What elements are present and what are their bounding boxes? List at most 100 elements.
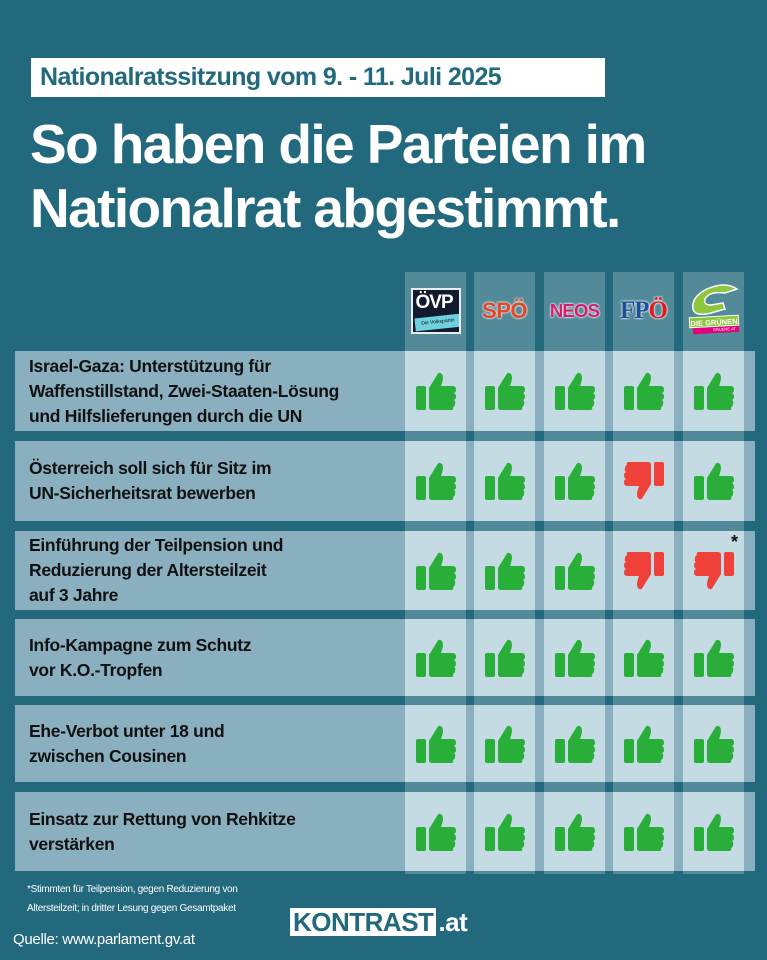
motion-title: Einführung der Teilpension und Reduzierun… — [29, 531, 399, 610]
thumbs-up-icon — [623, 724, 665, 764]
spoe-logo: SPÖ — [482, 298, 527, 323]
thumbs-up-icon — [554, 371, 596, 411]
vote-cell-neos — [544, 351, 605, 431]
neos-logo: NEOS — [549, 300, 600, 321]
headline: So haben die Parteien im Nationalrat abg… — [30, 112, 760, 240]
gruene-g-icon — [691, 284, 739, 316]
vote-cell-neos — [544, 531, 605, 610]
motion-title-line: verstärken — [29, 833, 115, 854]
thumbs-up-icon — [554, 551, 596, 591]
party-header-fpoe: FPÖ — [613, 272, 674, 350]
motion-title: Österreich soll sich für Sitz im UN-Siche… — [29, 441, 399, 521]
vote-cell-spoe — [474, 351, 535, 431]
footnote-line-2: Altersteilzeit; in dritter Lesung gegen … — [27, 903, 236, 914]
vote-cell-gruene — [683, 619, 744, 696]
date-banner: Nationalratssitzung vom 9. - 11. Juli 20… — [31, 58, 605, 97]
vote-cell-gruene — [683, 792, 744, 871]
thumbs-up-icon — [554, 724, 596, 764]
vote-cell-neos — [544, 619, 605, 696]
thumbs-up-icon — [693, 638, 735, 678]
thumbs-up-icon — [484, 371, 526, 411]
thumbs-up-icon — [415, 812, 457, 852]
motion-title: Info-Kampagne zum Schutz vor K.O.-Tropfen — [29, 619, 399, 696]
footnote-marker: * — [730, 532, 738, 552]
thumbs-up-icon — [484, 812, 526, 852]
gruene-logo: DIE GRÜNEN GRUENE.AT — [685, 283, 743, 339]
thumbs-up-icon — [415, 551, 457, 591]
party-header-neos: NEOS — [544, 272, 605, 350]
motion-title-line: Österreich soll sich für Sitz im — [29, 458, 272, 478]
fpoe-logo-fp: FP — [620, 297, 650, 324]
vote-cell-oevp — [405, 619, 466, 696]
vote-cell-gruene — [683, 441, 744, 521]
thumbs-up-icon — [623, 371, 665, 411]
thumbs-up-icon — [554, 812, 596, 852]
motion-title-line: und Hilfslieferungen durch die UN — [29, 405, 303, 426]
motion-title-line: Waffenstillstand, Zwei-Staaten-Lösung — [29, 380, 340, 401]
thumbs-up-icon — [693, 724, 735, 764]
motion-title-line: zwischen Cousinen — [29, 745, 187, 766]
vote-cell-gruene: * — [683, 531, 744, 610]
thumbs-up-icon — [554, 461, 596, 501]
source-text: Quelle: www.parlament.gv.at — [13, 931, 195, 948]
vote-cell-fpoe — [613, 351, 674, 431]
party-url: GRUENE.AT — [692, 325, 739, 335]
motion-title-line: Ehe-Verbot unter 18 und — [29, 720, 225, 741]
vote-cell-oevp — [405, 792, 466, 871]
motion-title: Einsatz zur Rettung von Rehkitze verstärk… — [29, 792, 399, 871]
thumbs-up-icon — [693, 461, 735, 501]
motion-title-line: Israel-Gaza: Unterstützung für — [29, 355, 271, 376]
thumbs-up-icon — [415, 638, 457, 678]
thumbs-up-icon — [554, 638, 596, 678]
thumbs-up-icon — [484, 461, 526, 501]
motion-title: Ehe-Verbot unter 18 und zwischen Cousinen — [29, 705, 399, 782]
vote-cell-fpoe — [613, 531, 674, 610]
vote-cell-neos — [544, 792, 605, 871]
thumbs-up-icon — [415, 371, 457, 411]
thumbs-down-icon — [693, 551, 735, 591]
motion-title-line: Einführung der Teilpension und — [29, 535, 284, 555]
thumbs-down-icon — [623, 461, 665, 501]
headline-line-2: Nationalrat abgestimmt. — [30, 177, 621, 239]
vote-cell-spoe — [474, 531, 535, 610]
thumbs-up-icon — [415, 724, 457, 764]
motion-title-line: Reduzierung der Altersteilzeit — [29, 560, 267, 580]
fpoe-logo-o: Ö — [648, 297, 668, 324]
party-header-gruene: DIE GRÜNEN GRUENE.AT — [683, 272, 744, 350]
thumbs-up-icon — [623, 812, 665, 852]
footnote-line-1: *Stimmten für Teilpension, gegen Reduzie… — [27, 884, 238, 895]
vote-cell-oevp — [405, 441, 466, 521]
thumbs-up-icon — [693, 371, 735, 411]
vote-cell-fpoe — [613, 441, 674, 521]
motion-title: Israel-Gaza: Unterstützung für Waffenstil… — [29, 351, 399, 431]
vote-cell-spoe — [474, 792, 535, 871]
motion-title-line: Info-Kampagne zum Schutz — [29, 634, 252, 655]
thumbs-up-icon — [623, 638, 665, 678]
vote-cell-fpoe — [613, 705, 674, 782]
vote-cell-oevp — [405, 531, 466, 610]
thumbs-up-icon — [693, 812, 735, 852]
vote-cell-spoe — [474, 619, 535, 696]
vote-cell-fpoe — [613, 792, 674, 871]
thumbs-up-icon — [484, 724, 526, 764]
party-header-spoe: SPÖ — [474, 272, 535, 350]
vote-cell-spoe — [474, 705, 535, 782]
brand-tld: .at — [438, 906, 468, 937]
vote-cell-gruene — [683, 351, 744, 431]
footnote: *Stimmten für Teilpension, gegen Reduzie… — [27, 880, 238, 918]
vote-cell-gruene — [683, 705, 744, 782]
thumbs-down-icon — [623, 551, 665, 591]
motion-title-line: UN-Sicherheitsrat bewerben — [29, 483, 256, 503]
motion-title-line: auf 3 Jahre — [29, 585, 119, 605]
vote-cell-spoe — [474, 441, 535, 521]
motion-title-line: vor K.O.-Tropfen — [29, 659, 163, 680]
vote-cell-neos — [544, 705, 605, 782]
vote-cell-neos — [544, 441, 605, 521]
thumbs-up-icon — [415, 461, 457, 501]
party-tagline: Die Volkspartei — [413, 313, 459, 332]
vote-cell-oevp — [405, 351, 466, 431]
thumbs-up-icon — [484, 638, 526, 678]
party-name: ÖVP — [415, 292, 454, 313]
headline-line-1: So haben die Parteien im — [30, 113, 647, 175]
brand-name: KONTRAST — [290, 908, 437, 936]
